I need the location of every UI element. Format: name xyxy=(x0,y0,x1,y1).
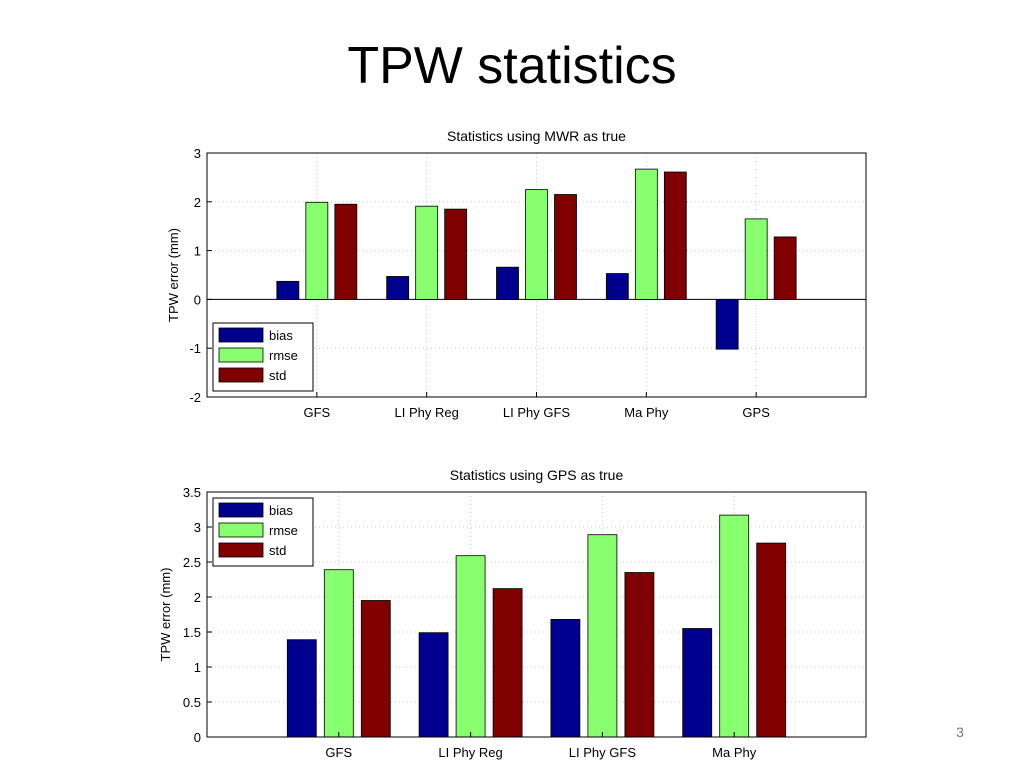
bar-rmse xyxy=(305,201,329,300)
legend-swatch-rmse xyxy=(218,347,264,363)
bar-std xyxy=(360,600,391,738)
legend-swatch-bias xyxy=(218,502,264,518)
y-tick-label: 0 xyxy=(194,730,201,745)
y-tick-label: 3 xyxy=(194,520,201,535)
bar-bias xyxy=(386,276,410,300)
y-tick-label: -1 xyxy=(189,341,201,356)
bar-bias xyxy=(276,280,300,300)
bar-bias xyxy=(605,273,629,300)
y-tick-label: 2 xyxy=(194,590,201,605)
y-tick-label: 2.5 xyxy=(183,555,201,570)
bar-std xyxy=(624,572,655,738)
chart-title: Statistics using GPS as true xyxy=(450,467,624,483)
legend-label-bias: bias xyxy=(269,503,293,518)
y-tick-label: 1 xyxy=(194,660,201,675)
chart-title: Statistics using MWR as true xyxy=(447,128,626,144)
plot-area xyxy=(207,492,866,737)
legend-label-rmse: rmse xyxy=(269,348,298,363)
bar-rmse xyxy=(323,569,354,738)
bar-rmse xyxy=(455,555,486,738)
bar-rmse xyxy=(525,189,548,300)
legend-label-bias: bias xyxy=(269,328,293,343)
legend-swatch-std xyxy=(218,542,264,558)
y-tick-label: 0.5 xyxy=(183,695,201,710)
x-tick-label: LI Phy Reg xyxy=(395,405,459,420)
page-number: 3 xyxy=(956,724,964,740)
bar-std xyxy=(334,203,358,300)
y-axis-label: TPW error (mm) xyxy=(158,568,173,662)
bar-bias xyxy=(550,618,581,738)
bar-std xyxy=(773,236,797,300)
y-tick-label: 0 xyxy=(194,292,201,307)
x-tick-label: Ma Phy xyxy=(712,745,757,760)
legend-swatch-rmse xyxy=(218,522,264,538)
x-tick-label: GFS xyxy=(325,745,352,760)
bar-rmse xyxy=(744,218,768,300)
x-tick-label: LI Phy GFS xyxy=(569,745,637,760)
x-tick-label: GFS xyxy=(303,405,330,420)
bar-std xyxy=(756,542,787,738)
bar-bias xyxy=(715,298,739,350)
x-tick-label: GPS xyxy=(742,405,770,420)
bar-std xyxy=(444,208,468,300)
y-tick-label: 3 xyxy=(194,146,201,161)
bar-rmse xyxy=(587,534,618,738)
y-tick-label: 3.5 xyxy=(183,485,201,500)
mwr-statistics-chart: Statistics using MWR as true TPW error (m… xyxy=(166,128,867,420)
y-axis-label: TPW error (mm) xyxy=(166,228,181,322)
y-tick-label: 2 xyxy=(194,195,201,210)
x-tick-label: LI Phy Reg xyxy=(438,745,502,760)
legend-label-rmse: rmse xyxy=(269,523,298,538)
bar-std xyxy=(492,588,523,738)
legend-label-std: std xyxy=(269,543,286,558)
bar-rmse xyxy=(634,168,658,300)
legend-swatch-bias xyxy=(218,327,264,343)
bar-bias xyxy=(496,266,519,300)
bar-bias xyxy=(682,628,713,738)
x-tick-label: Ma Phy xyxy=(624,405,669,420)
x-tick-label: LI Phy GFS xyxy=(503,405,571,420)
y-tick-label: 1 xyxy=(194,244,201,259)
bar-std xyxy=(663,171,687,300)
axes-frame xyxy=(206,152,867,398)
bar-bias xyxy=(418,632,449,738)
axes-frame xyxy=(206,491,867,738)
y-tick-label: -2 xyxy=(189,390,201,405)
slide-title: TPW statistics xyxy=(347,37,677,95)
legend-label-std: std xyxy=(269,368,286,383)
bar-std xyxy=(554,194,577,300)
bar-rmse xyxy=(415,205,439,300)
bar-rmse xyxy=(719,514,750,738)
bar-bias xyxy=(286,639,317,738)
gps-statistics-chart: Statistics using GPS as true TPW error (m… xyxy=(158,467,867,760)
y-tick-label: 1.5 xyxy=(183,625,201,640)
legend-swatch-std xyxy=(218,367,264,383)
